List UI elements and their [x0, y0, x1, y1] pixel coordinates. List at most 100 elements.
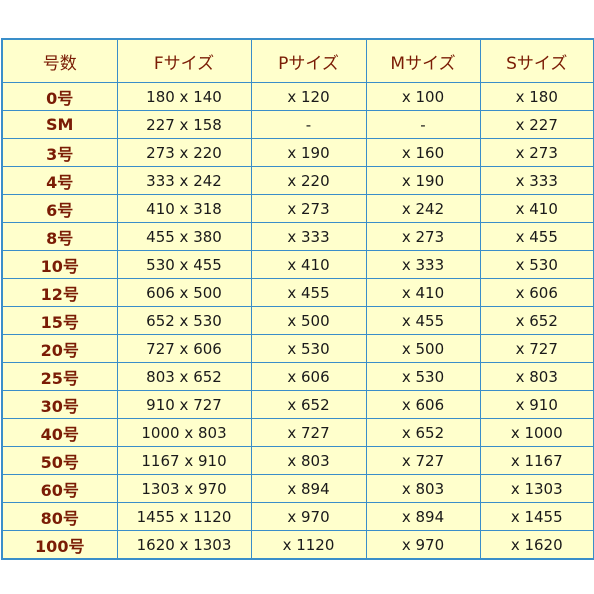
m-size-cell: x 100 — [365, 82, 481, 111]
p-size-cell: x 455 — [250, 278, 367, 307]
size-number-cell: 3号 — [1, 138, 118, 167]
m-size-cell: x 894 — [365, 502, 481, 531]
p-size-cell: x 1120 — [250, 530, 367, 560]
size-number-cell: 4号 — [1, 166, 118, 195]
s-size-cell: x 1620 — [479, 530, 594, 560]
f-size-cell: 803 x 652 — [116, 362, 252, 391]
s-size-cell: x 180 — [479, 82, 594, 111]
size-number-cell: 0号 — [1, 82, 118, 111]
s-size-cell: x 1167 — [479, 446, 594, 475]
size-number-cell: 12号 — [1, 278, 118, 307]
f-size-cell: 273 x 220 — [116, 138, 252, 167]
size-number-cell: 6号 — [1, 194, 118, 223]
header-f-size: Fサイズ — [116, 38, 252, 83]
table-row: 30号 910 x 727 x 652 x 606 x 910 — [1, 390, 594, 419]
table-row: 4号 333 x 242 x 220 x 190 x 333 — [1, 166, 594, 195]
f-size-cell: 652 x 530 — [116, 306, 252, 335]
canvas-size-table: 号数 Fサイズ Pサイズ Mサイズ Sサイズ 0号 180 x 140 x 120 x… — [1, 38, 594, 560]
s-size-cell: x 410 — [479, 194, 594, 223]
table-row: 3号 273 x 220 x 190 x 160 x 273 — [1, 138, 594, 167]
f-size-cell: 727 x 606 — [116, 334, 252, 363]
p-size-cell: x 190 — [250, 138, 367, 167]
s-size-cell: x 273 — [479, 138, 594, 167]
f-size-cell: 410 x 318 — [116, 194, 252, 223]
header-s-size: Sサイズ — [479, 38, 594, 83]
f-size-cell: 227 x 158 — [116, 110, 252, 139]
f-size-cell: 1455 x 1120 — [116, 502, 252, 531]
table-row: 10号 530 x 455 x 410 x 333 x 530 — [1, 250, 594, 279]
m-size-cell: x 803 — [365, 474, 481, 503]
s-size-cell: x 606 — [479, 278, 594, 307]
table-row: 8号 455 x 380 x 333 x 273 x 455 — [1, 222, 594, 251]
p-size-cell: x 120 — [250, 82, 367, 111]
table-row: 20号 727 x 606 x 530 x 500 x 727 — [1, 334, 594, 363]
header-m-size: Mサイズ — [365, 38, 481, 83]
m-size-cell: x 606 — [365, 390, 481, 419]
s-size-cell: x 652 — [479, 306, 594, 335]
s-size-cell: x 1303 — [479, 474, 594, 503]
p-size-cell: x 333 — [250, 222, 367, 251]
s-size-cell: x 1000 — [479, 418, 594, 447]
f-size-cell: 1000 x 803 — [116, 418, 252, 447]
table-row: 12号 606 x 500 x 455 x 410 x 606 — [1, 278, 594, 307]
f-size-cell: 1620 x 1303 — [116, 530, 252, 560]
p-size-cell: x 606 — [250, 362, 367, 391]
p-size-cell: x 970 — [250, 502, 367, 531]
table-row: 100号 1620 x 1303 x 1120 x 970 x 1620 — [1, 530, 594, 560]
m-size-cell: x 970 — [365, 530, 481, 560]
size-number-cell: 10号 — [1, 250, 118, 279]
header-size-number: 号数 — [1, 38, 118, 83]
m-size-cell: x 160 — [365, 138, 481, 167]
f-size-cell: 1303 x 970 — [116, 474, 252, 503]
size-number-cell: 30号 — [1, 390, 118, 419]
size-number-cell: 25号 — [1, 362, 118, 391]
f-size-cell: 1167 x 910 — [116, 446, 252, 475]
p-size-cell: x 500 — [250, 306, 367, 335]
s-size-cell: x 910 — [479, 390, 594, 419]
m-size-cell: x 530 — [365, 362, 481, 391]
size-number-cell: 80号 — [1, 502, 118, 531]
f-size-cell: 180 x 140 — [116, 82, 252, 111]
m-size-cell: - — [365, 110, 481, 139]
m-size-cell: x 652 — [365, 418, 481, 447]
m-size-cell: x 273 — [365, 222, 481, 251]
p-size-cell: x 410 — [250, 250, 367, 279]
p-size-cell: x 894 — [250, 474, 367, 503]
size-number-cell: 100号 — [1, 530, 118, 560]
p-size-cell: x 530 — [250, 334, 367, 363]
s-size-cell: x 803 — [479, 362, 594, 391]
table-row: 40号 1000 x 803 x 727 x 652 x 1000 — [1, 418, 594, 447]
p-size-cell: x 727 — [250, 418, 367, 447]
table-row: 25号 803 x 652 x 606 x 530 x 803 — [1, 362, 594, 391]
table-row: 0号 180 x 140 x 120 x 100 x 180 — [1, 82, 594, 111]
size-number-cell: 50号 — [1, 446, 118, 475]
f-size-cell: 530 x 455 — [116, 250, 252, 279]
m-size-cell: x 333 — [365, 250, 481, 279]
f-size-cell: 606 x 500 — [116, 278, 252, 307]
m-size-cell: x 190 — [365, 166, 481, 195]
table-body: 0号 180 x 140 x 120 x 100 x 180 SM 227 x 158- - x… — [1, 82, 594, 560]
table-row: SM 227 x 158- - x 227 — [1, 110, 594, 139]
f-size-cell: 333 x 242 — [116, 166, 252, 195]
p-size-cell: - — [250, 110, 367, 139]
m-size-cell: x 455 — [365, 306, 481, 335]
p-size-cell: x 652 — [250, 390, 367, 419]
p-size-cell: x 803 — [250, 446, 367, 475]
s-size-cell: x 1455 — [479, 502, 594, 531]
s-size-cell: x 333 — [479, 166, 594, 195]
m-size-cell: x 727 — [365, 446, 481, 475]
header-row: 号数 Fサイズ Pサイズ Mサイズ Sサイズ — [1, 38, 594, 83]
table-row: 80号 1455 x 1120 x 970 x 894 x 1455 — [1, 502, 594, 531]
s-size-cell: x 727 — [479, 334, 594, 363]
size-number-cell: SM — [1, 110, 118, 139]
size-number-cell: 8号 — [1, 222, 118, 251]
table-row: 6号 410 x 318 x 273 x 242 x 410 — [1, 194, 594, 223]
p-size-cell: x 220 — [250, 166, 367, 195]
m-size-cell: x 242 — [365, 194, 481, 223]
table-row: 60号 1303 x 970 x 894 x 803 x 1303 — [1, 474, 594, 503]
table-row: 15号 652 x 530 x 500 x 455 x 652 — [1, 306, 594, 335]
size-number-cell: 20号 — [1, 334, 118, 363]
f-size-cell: 455 x 380 — [116, 222, 252, 251]
header-p-size: Pサイズ — [250, 38, 367, 83]
table-row: 50号 1167 x 910 x 803 x 727 x 1167 — [1, 446, 594, 475]
